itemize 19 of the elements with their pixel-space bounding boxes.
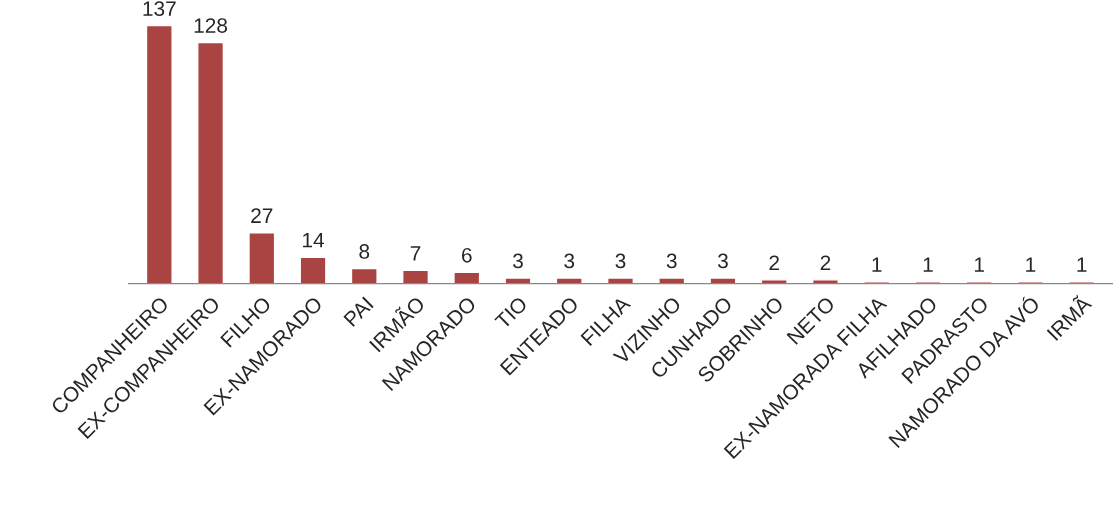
data-label: 7 xyxy=(410,246,421,261)
data-label: 1 xyxy=(974,257,984,272)
data-label: 3 xyxy=(666,253,677,269)
data-label: 1 xyxy=(872,257,882,272)
data-label: 2 xyxy=(769,255,779,270)
data-label: 3 xyxy=(615,253,626,269)
data-label: 128 xyxy=(194,18,228,33)
data-label: 3 xyxy=(564,253,575,269)
data-label: 2 xyxy=(820,255,831,270)
data-label: 27 xyxy=(251,208,273,223)
data-label: 1 xyxy=(923,257,933,272)
data-label: 1 xyxy=(1026,257,1036,272)
data-label: 3 xyxy=(513,253,523,269)
data-label: 137 xyxy=(143,1,176,16)
data-label: 14 xyxy=(303,233,325,248)
data-label: 8 xyxy=(359,244,370,259)
data-label: 6 xyxy=(462,247,472,263)
data-label: 3 xyxy=(717,253,728,269)
data-label: 1 xyxy=(1077,257,1087,272)
